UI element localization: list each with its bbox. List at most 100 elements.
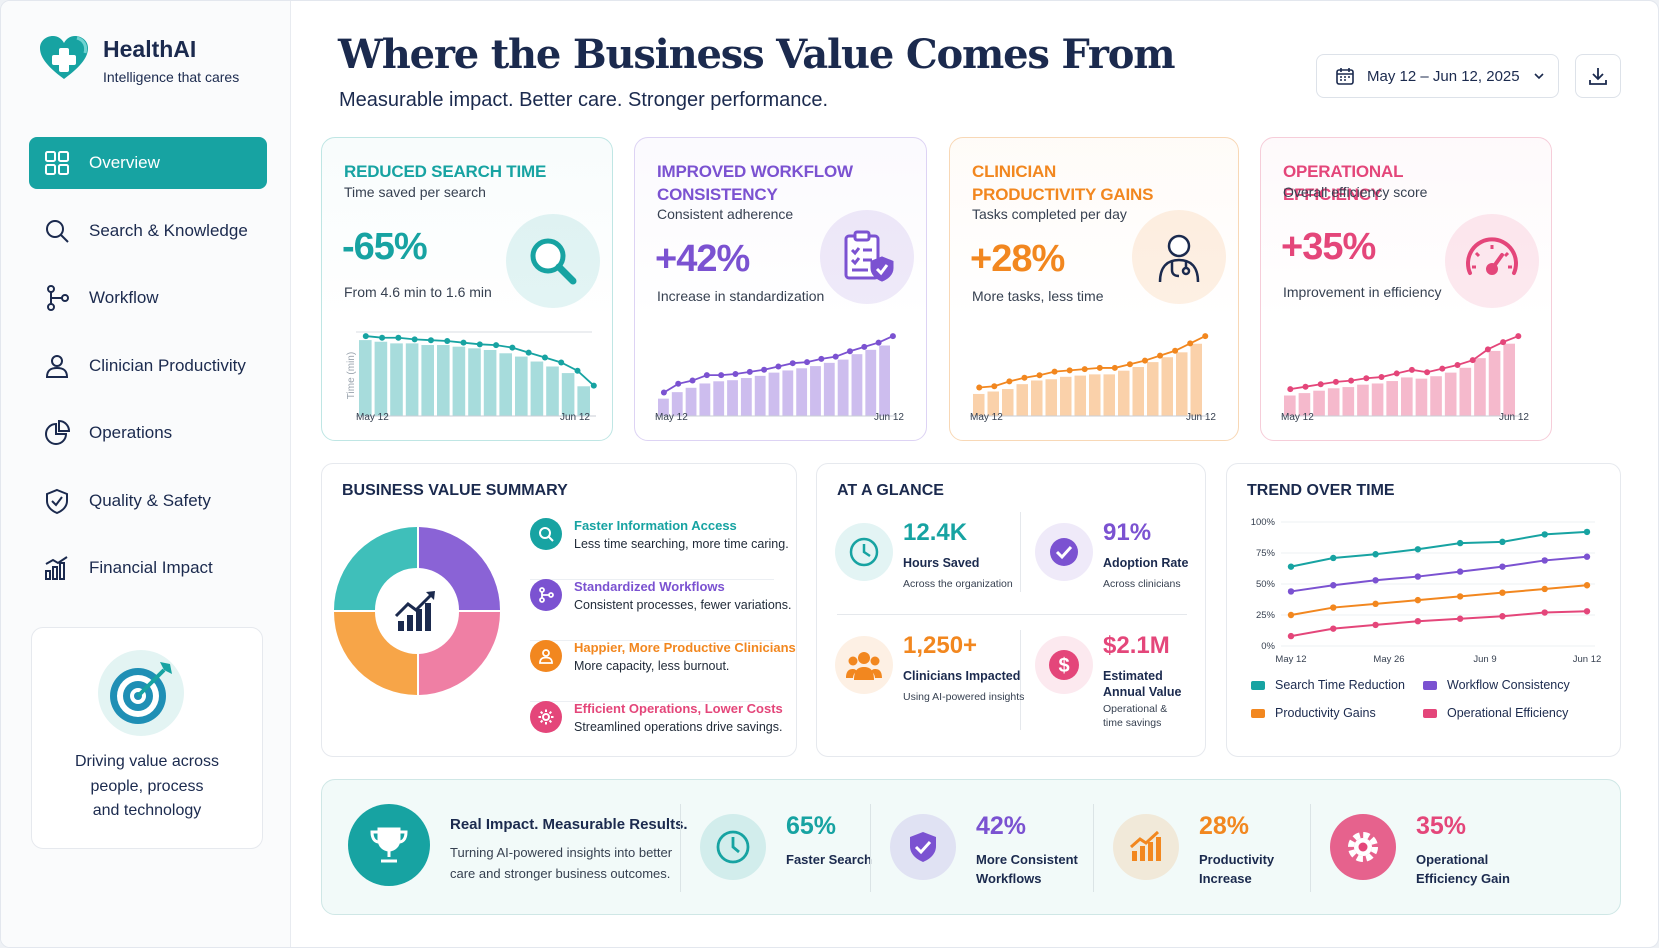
legend-item: Search Time Reduction <box>1251 678 1405 692</box>
summary-item-desc: Less time searching, more time caring. <box>574 537 789 551</box>
summary-item-desc: Streamlined operations drive savings. <box>574 720 783 734</box>
download-button[interactable] <box>1575 54 1621 98</box>
user-icon <box>45 354 69 378</box>
kpi-point <box>1393 370 1400 377</box>
kpi-point <box>1500 339 1507 346</box>
sidebar-item-label: Workflow <box>89 288 159 307</box>
kpi-card-1[interactable]: REDUCED SEARCH TIME Time saved per search… <box>321 137 613 441</box>
kpi-bar <box>823 362 835 416</box>
sidebar-item-quality-safety[interactable]: Quality & Safety <box>29 475 267 527</box>
trend-series-line <box>1290 584 1588 616</box>
trend-x-tick: Jun 9 <box>1473 654 1496 665</box>
trend-y-tick: 50% <box>1256 579 1276 590</box>
kpi-bar <box>437 345 450 416</box>
trophy-icon <box>348 804 430 886</box>
svg-text:$: $ <box>1058 655 1069 677</box>
kpi-bar <box>782 370 794 416</box>
date-range-picker[interactable]: May 12 – Jun 12, 2025 <box>1316 54 1559 98</box>
sidebar-item-operations[interactable]: Operations <box>29 407 267 459</box>
kpi-subtitle: Overall efficiency score <box>1283 184 1428 200</box>
kpi-point <box>590 382 597 389</box>
kpi-bar <box>499 353 512 416</box>
kpi-bar <box>796 368 808 416</box>
target-icon <box>98 650 184 736</box>
kpi-point <box>804 359 811 366</box>
pie-chart-icon <box>45 419 71 445</box>
panel-title: BUSINESS VALUE SUMMARY <box>342 482 568 499</box>
sidebar-item-label: Clinician Productivity <box>89 355 246 375</box>
kpi-point <box>789 360 796 367</box>
magnifier-icon <box>506 214 600 308</box>
summary-item[interactable]: Happier, More Productive Clinicians More … <box>530 640 796 702</box>
sidebar-item-clinician-productivity[interactable]: Clinician Productivity <box>29 340 267 392</box>
banner-stat: 35% Operational Efficiency Gain <box>1330 800 1560 896</box>
kpi-point <box>991 383 998 390</box>
kpi-point <box>379 334 386 341</box>
kpi-mini-chart <box>970 333 1209 417</box>
legend-label: Search Time Reduction <box>1275 678 1405 692</box>
kpi-subtitle: Consistent adherence <box>657 206 794 222</box>
trend-point <box>1287 632 1295 640</box>
trend-series-line <box>1290 555 1588 593</box>
glance-value: $2.1M <box>1103 632 1170 659</box>
glance-value: 91% <box>1103 519 1152 546</box>
sidebar-item-overview[interactable]: Overview <box>29 137 267 189</box>
kpi-point <box>1141 357 1148 364</box>
download-icon <box>1589 68 1607 85</box>
trend-point <box>1499 538 1506 546</box>
trend-series-line <box>1290 610 1588 638</box>
trend-point <box>1372 600 1379 608</box>
promo-text: Driving value across people, process and… <box>42 750 252 824</box>
kpi-bar <box>1444 372 1457 416</box>
sidebar-item-workflow[interactable]: Workflow <box>29 272 267 324</box>
clipboard-shield-icon <box>820 210 914 304</box>
kpi-point <box>1454 361 1461 368</box>
gear-icon <box>530 701 562 733</box>
kpi-bar <box>1298 393 1311 416</box>
glance-stat: 12.4K Hours Saved Across the organization <box>835 519 1030 623</box>
trend-point <box>1414 596 1422 604</box>
donut-segment-pink <box>419 612 500 695</box>
kpi-point <box>1317 381 1324 388</box>
summary-item[interactable]: Standardized Workflows Consistent process… <box>530 579 791 641</box>
kpi-bar <box>1430 376 1442 416</box>
kpi-point <box>427 337 434 344</box>
trend-point <box>1330 582 1337 589</box>
trend-line-chart: 100% 75% 50% 25% 0%May 12 May 26 Jun 9 Jun 12 <box>1251 517 1602 665</box>
kpi-bar <box>851 354 863 416</box>
kpi-bar <box>973 393 985 416</box>
kpi-card-3[interactable]: CLINICIAN PRODUCTIVITY GAINS Tasks comple… <box>949 137 1239 441</box>
kpi-card-4[interactable]: OPERATIONAL EFFICIENCY Overall efficiency… <box>1260 137 1552 441</box>
summary-item[interactable]: Efficient Operations, Lower Costs Streaml… <box>530 701 783 763</box>
brand[interactable]: HealthAI Intelligence that cares <box>39 35 239 86</box>
growth-chart-icon <box>394 591 435 631</box>
trend-x-tick: May 26 <box>1373 654 1404 665</box>
kpi-card-2[interactable]: IMPROVED WORKFLOW CONSISTENCY Consistent … <box>634 137 927 441</box>
kpi-point <box>1439 365 1446 372</box>
kpi-value: +28% <box>970 238 1065 280</box>
kpi-bar <box>810 366 821 416</box>
divider <box>1093 804 1094 892</box>
banner-stat-line: Faster Search <box>786 852 872 867</box>
trend-x-tick: May 12 <box>1275 654 1306 665</box>
summary-item[interactable]: Faster Information Access Less time searc… <box>530 518 789 580</box>
trend-point <box>1330 604 1337 611</box>
legend-item: Operational Efficiency <box>1423 706 1568 720</box>
kpi-point <box>875 339 882 346</box>
summary-item-title: Standardized Workflows <box>574 579 725 594</box>
donut-segment-purple <box>419 527 500 610</box>
kpi-point <box>1081 366 1088 373</box>
trend-point <box>1330 554 1337 562</box>
legend-swatch <box>1251 680 1265 690</box>
banner-desc-line: care and stronger business outcomes. <box>450 866 671 881</box>
kpi-bar <box>1503 343 1515 416</box>
legend-item: Workflow Consistency <box>1423 678 1570 692</box>
kpi-point <box>775 363 782 370</box>
kpi-bar <box>1147 362 1159 416</box>
kpi-bar <box>768 372 780 416</box>
kpi-bar <box>1132 367 1144 416</box>
sidebar-item-search-knowledge[interactable]: Search & Knowledge <box>29 205 267 257</box>
banner-stat: 42% More Consistent Workflows <box>890 800 1120 896</box>
banner-stat-label: More Consistent Workflows <box>976 850 1078 888</box>
sidebar-item-financial-impact[interactable]: Financial Impact <box>29 542 267 594</box>
